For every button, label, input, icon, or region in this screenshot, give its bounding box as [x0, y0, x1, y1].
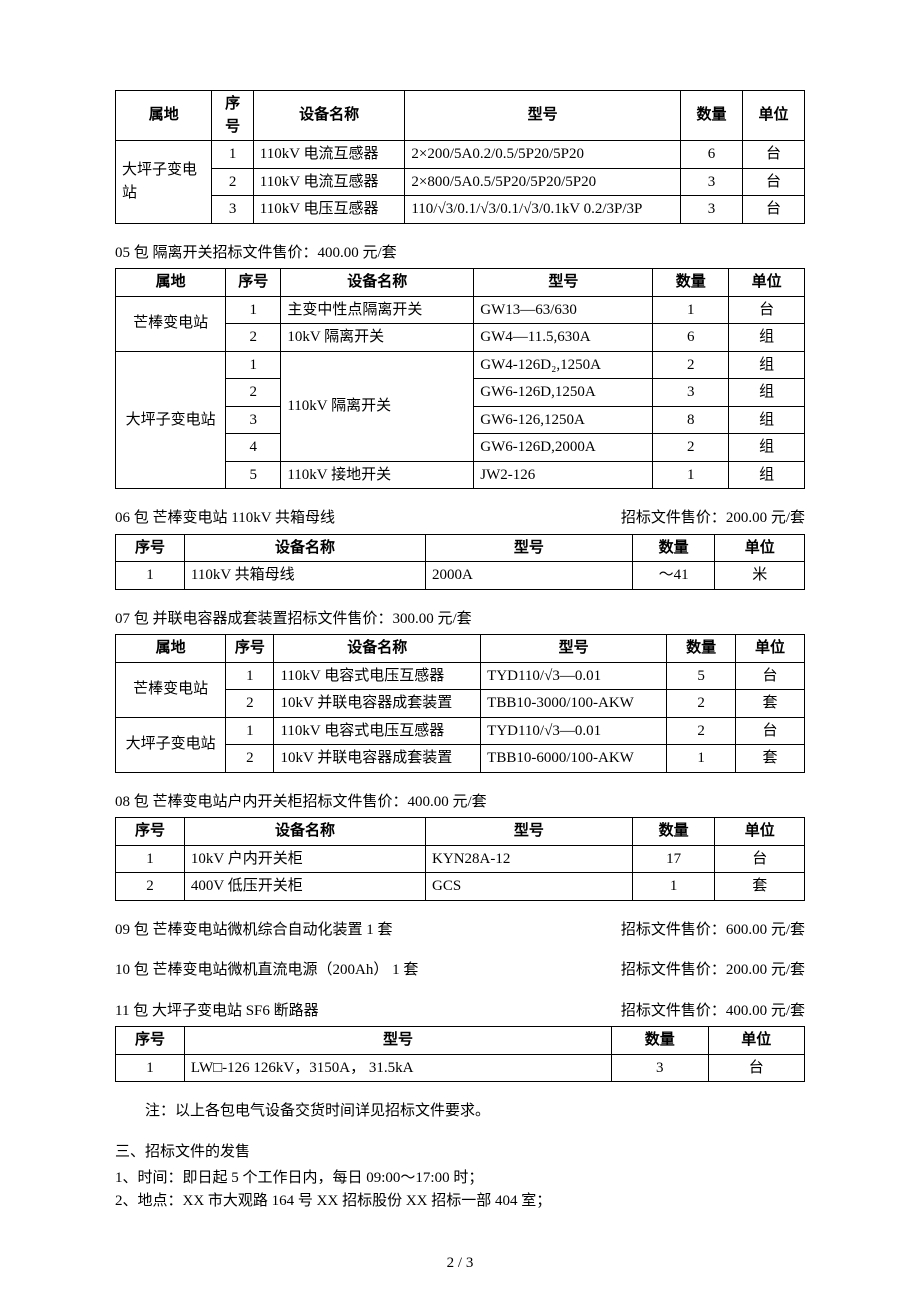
col-qty: 数量: [680, 91, 742, 141]
note-text: 注：以上各包电气设备交货时间详见招标文件要求。: [115, 1100, 805, 1123]
table-08: 序号 设备名称 型号 数量 单位 1 10kV 户内开关柜 KYN28A-12 …: [115, 817, 805, 901]
table-row: 大坪子变电站 1 110kV 电容式电压互感器 TYD110/√3—0.01 2…: [116, 717, 805, 745]
section-07-title: 07 包 并联电容器成套装置招标文件售价：300.00 元/套: [115, 608, 805, 631]
col-unit: 单位: [742, 91, 804, 141]
table-header-row: 序号 设备名称 型号 数量 单位: [116, 818, 805, 846]
page-number: 2 / 3: [115, 1252, 805, 1275]
table-header-row: 属地 序号 设备名称 型号 数量 单位: [116, 91, 805, 141]
section-11-header: 11 包 大坪子变电站 SF6 断路器 招标文件售价：400.00 元/套: [115, 1000, 805, 1023]
section-3-title: 三、招标文件的发售: [115, 1141, 805, 1164]
col-seq: 序号: [212, 91, 253, 141]
table-11: 序号 型号 数量 单位 1 LW□-126 126kV，3150A， 31.5k…: [115, 1026, 805, 1082]
section-06-title: 06 包 芒棒变电站 110kV 共箱母线: [115, 507, 335, 530]
section-10: 10 包 芒棒变电站微机直流电源（200Ah） 1 套 招标文件售价：200.0…: [115, 959, 805, 982]
table-row: 大坪子变电站 1 110kV 隔离开关 GW4-126D₂,1250A 2 组: [116, 351, 805, 379]
table-05: 属地 序号 设备名称 型号 数量 单位 芒棒变电站 1 主变中性点隔离开关 GW…: [115, 268, 805, 489]
table-header-row: 序号 设备名称 型号 数量 单位: [116, 534, 805, 562]
table-07: 属地 序号 设备名称 型号 数量 单位 芒棒变电站 1 110kV 电容式电压互…: [115, 634, 805, 773]
col-name: 设备名称: [253, 91, 405, 141]
section-09: 09 包 芒棒变电站微机综合自动化装置 1 套 招标文件售价：600.00 元/…: [115, 919, 805, 942]
table-header-row: 属地 序号 设备名称 型号 数量 单位: [116, 269, 805, 297]
cell-location: 大坪子变电站: [116, 141, 212, 224]
col-model: 型号: [405, 91, 681, 141]
section-3-p2: 2、地点：XX 市大观路 164 号 XX 招标股份 XX 招标一部 404 室…: [115, 1190, 805, 1213]
table-row: 芒棒变电站 1 110kV 电容式电压互感器 TYD110/√3—0.01 5 …: [116, 662, 805, 690]
table-row: 1 110kV 共箱母线 2000A ～41 米: [116, 562, 805, 590]
table-06: 序号 设备名称 型号 数量 单位 1 110kV 共箱母线 2000A ～41 …: [115, 534, 805, 590]
table-04: 属地 序号 设备名称 型号 数量 单位 大坪子变电站 1 110kV 电流互感器…: [115, 90, 805, 224]
section-05-title: 05 包 隔离开关招标文件售价：400.00 元/套: [115, 242, 805, 265]
table-row: 2 400V 低压开关柜 GCS 1 套: [116, 873, 805, 901]
table-row: 2 110kV 电流互感器 2×800/5A0.5/5P20/5P20/5P20…: [116, 168, 805, 196]
table-row: 芒棒变电站 1 主变中性点隔离开关 GW13—63/630 1 台: [116, 296, 805, 324]
table-row: 1 10kV 户内开关柜 KYN28A-12 17 台: [116, 845, 805, 873]
section-06-price: 招标文件售价：200.00 元/套: [621, 507, 805, 530]
section-3-p1: 1、时间：即日起 5 个工作日内，每日 09:00～17:00 时；: [115, 1167, 805, 1190]
table-row: 1 LW□-126 126kV，3150A， 31.5kA 3 台: [116, 1054, 805, 1082]
section-06-header: 06 包 芒棒变电站 110kV 共箱母线 招标文件售价：200.00 元/套: [115, 507, 805, 530]
table-row: 3 110kV 电压互感器 110/√3/0.1/√3/0.1/√3/0.1kV…: [116, 196, 805, 224]
table-header-row: 属地 序号 设备名称 型号 数量 单位: [116, 635, 805, 663]
col-location: 属地: [116, 91, 212, 141]
table-header-row: 序号 型号 数量 单位: [116, 1027, 805, 1055]
table-row: 大坪子变电站 1 110kV 电流互感器 2×200/5A0.2/0.5/5P2…: [116, 141, 805, 169]
section-08-title: 08 包 芒棒变电站户内开关柜招标文件售价：400.00 元/套: [115, 791, 805, 814]
